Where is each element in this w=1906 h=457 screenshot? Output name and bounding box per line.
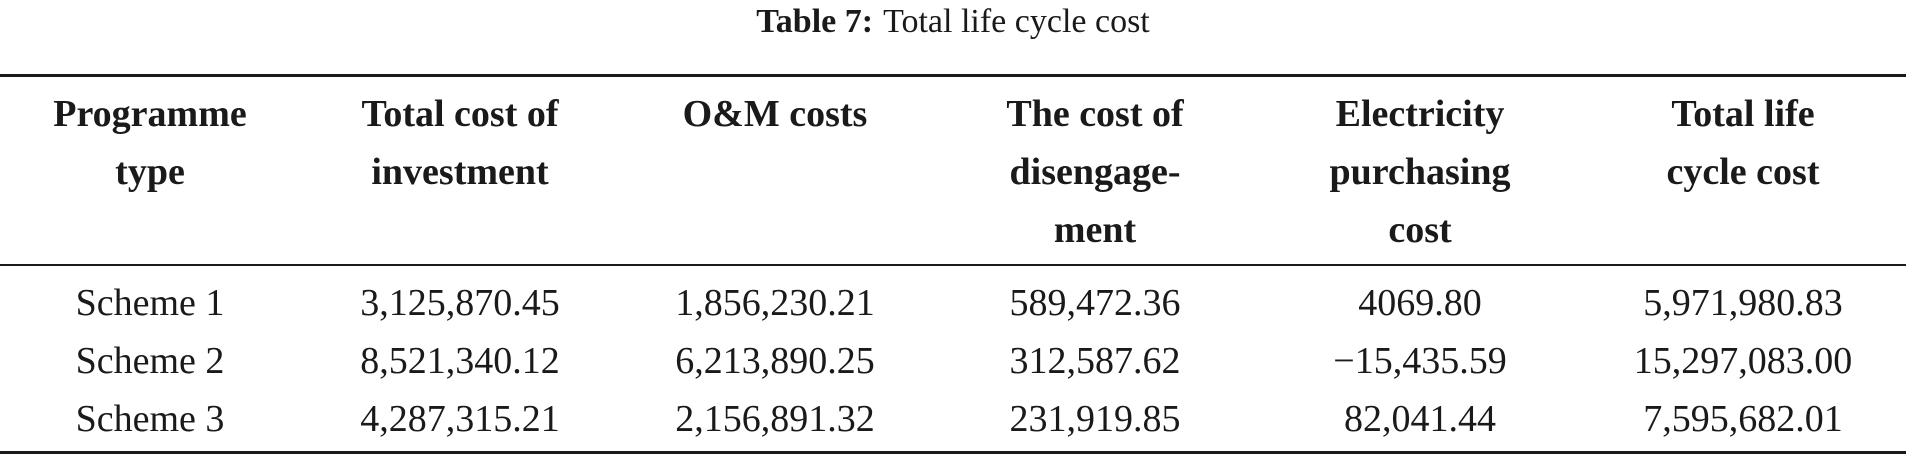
total-life-cycle-cell: 7,595,682.01 bbox=[1643, 398, 1843, 440]
om-costs-cell: 2,156,891.32 bbox=[675, 398, 875, 440]
disengagement-cost-cell: 312,587.62 bbox=[1009, 340, 1181, 382]
om-costs-cell: 6,213,890.25 bbox=[675, 340, 875, 382]
header-cost-of-disengagement: The cost of disengage- ment bbox=[1006, 93, 1184, 251]
header-total-life-cycle-cost: Total life cycle cost bbox=[1666, 93, 1820, 193]
programme-type-cell: Scheme 1 bbox=[75, 282, 225, 324]
electricity-cost-cell: 82,041.44 bbox=[1344, 398, 1496, 440]
header-electricity-purchasing-cost: Electricity purchasing cost bbox=[1329, 93, 1511, 251]
disengagement-cost-cell: 231,919.85 bbox=[1009, 398, 1181, 440]
header-row: Programme type Total cost of investment … bbox=[0, 77, 1906, 264]
total-life-cycle-cell: 15,297,083.00 bbox=[1633, 340, 1853, 382]
life-cycle-cost-table: Programme type Total cost of investment … bbox=[0, 77, 1906, 452]
header-rule bbox=[0, 264, 1906, 266]
electricity-cost-cell: −15,435.59 bbox=[1333, 340, 1507, 382]
bottom-rule bbox=[0, 451, 1906, 454]
table-number: Table 7: bbox=[756, 3, 874, 40]
total-investment-cell: 4,287,315.21 bbox=[360, 398, 560, 440]
table-row: Scheme 1 3,125,870.45 1,856,230.21 589,4… bbox=[0, 264, 1906, 332]
programme-type-cell: Scheme 3 bbox=[75, 398, 225, 440]
electricity-cost-cell: 4069.80 bbox=[1358, 282, 1482, 324]
disengagement-cost-cell: 589,472.36 bbox=[1009, 282, 1181, 324]
table-caption: Table 7: Total life cycle cost bbox=[0, 0, 1906, 44]
table-title: Total life cycle cost bbox=[883, 3, 1150, 40]
table-row: Scheme 3 4,287,315.21 2,156,891.32 231,9… bbox=[0, 390, 1906, 452]
top-rule bbox=[0, 74, 1906, 77]
programme-type-cell: Scheme 2 bbox=[75, 340, 225, 382]
om-costs-cell: 1,856,230.21 bbox=[675, 282, 875, 324]
header-om-costs: O&M costs bbox=[682, 93, 868, 135]
header-programme-type: Programme type bbox=[53, 93, 247, 193]
total-investment-cell: 3,125,870.45 bbox=[360, 282, 560, 324]
total-life-cycle-cell: 5,971,980.83 bbox=[1643, 282, 1843, 324]
table-row: Scheme 2 8,521,340.12 6,213,890.25 312,5… bbox=[0, 332, 1906, 390]
total-investment-cell: 8,521,340.12 bbox=[360, 340, 560, 382]
header-total-cost-of-investment: Total cost of investment bbox=[361, 93, 559, 193]
